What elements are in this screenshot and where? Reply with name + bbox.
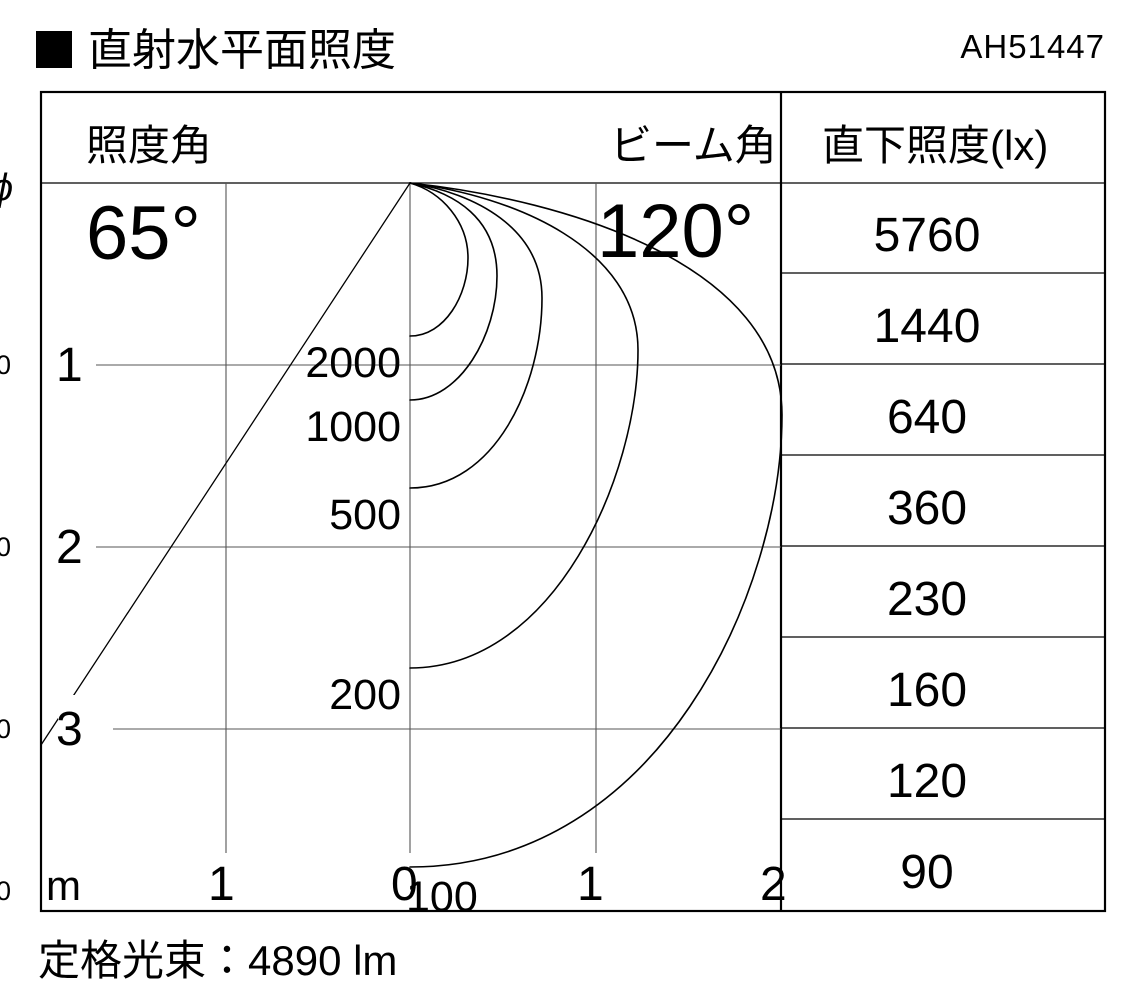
svg-text:定格光束：4890 lm: 定格光束：4890 lm: [38, 937, 397, 984]
svg-text:160: 160: [887, 664, 967, 717]
svg-text:30: 30: [0, 714, 11, 744]
svg-text:20: 20: [0, 532, 11, 562]
svg-text:120°: 120°: [597, 189, 754, 274]
svg-text:1: 1: [56, 339, 83, 392]
svg-text:10: 10: [0, 350, 11, 380]
svg-text:1000: 1000: [305, 403, 401, 451]
svg-text:100: 100: [406, 873, 478, 921]
svg-text:500: 500: [329, 491, 401, 539]
svg-text:2: 2: [760, 858, 787, 911]
svg-text:360: 360: [887, 482, 967, 535]
svg-text:640: 640: [887, 391, 967, 444]
svg-text:1: 1: [577, 858, 604, 911]
svg-text:2: 2: [56, 521, 83, 574]
svg-text:200: 200: [329, 671, 401, 719]
svg-text:直下照度(lx): 直下照度(lx): [822, 122, 1048, 169]
svg-text:ϕ: ϕ: [0, 167, 13, 209]
svg-text:照度角: 照度角: [86, 122, 212, 169]
svg-text:2000: 2000: [305, 339, 401, 387]
svg-text:65°: 65°: [86, 191, 201, 276]
svg-text:ビーム角: ビーム角: [610, 122, 777, 169]
svg-text:230: 230: [887, 573, 967, 626]
svg-text:90: 90: [900, 846, 953, 899]
svg-text:1440: 1440: [874, 300, 981, 353]
svg-text:5760: 5760: [874, 209, 981, 262]
svg-text:3: 3: [56, 703, 83, 756]
svg-text:40: 40: [0, 876, 11, 906]
svg-text:1: 1: [208, 858, 235, 911]
svg-text:120: 120: [887, 755, 967, 808]
svg-text:直射水平面照度: 直射水平面照度: [88, 26, 396, 75]
svg-text:AH51447: AH51447: [960, 28, 1105, 65]
svg-text:m: m: [46, 862, 81, 909]
